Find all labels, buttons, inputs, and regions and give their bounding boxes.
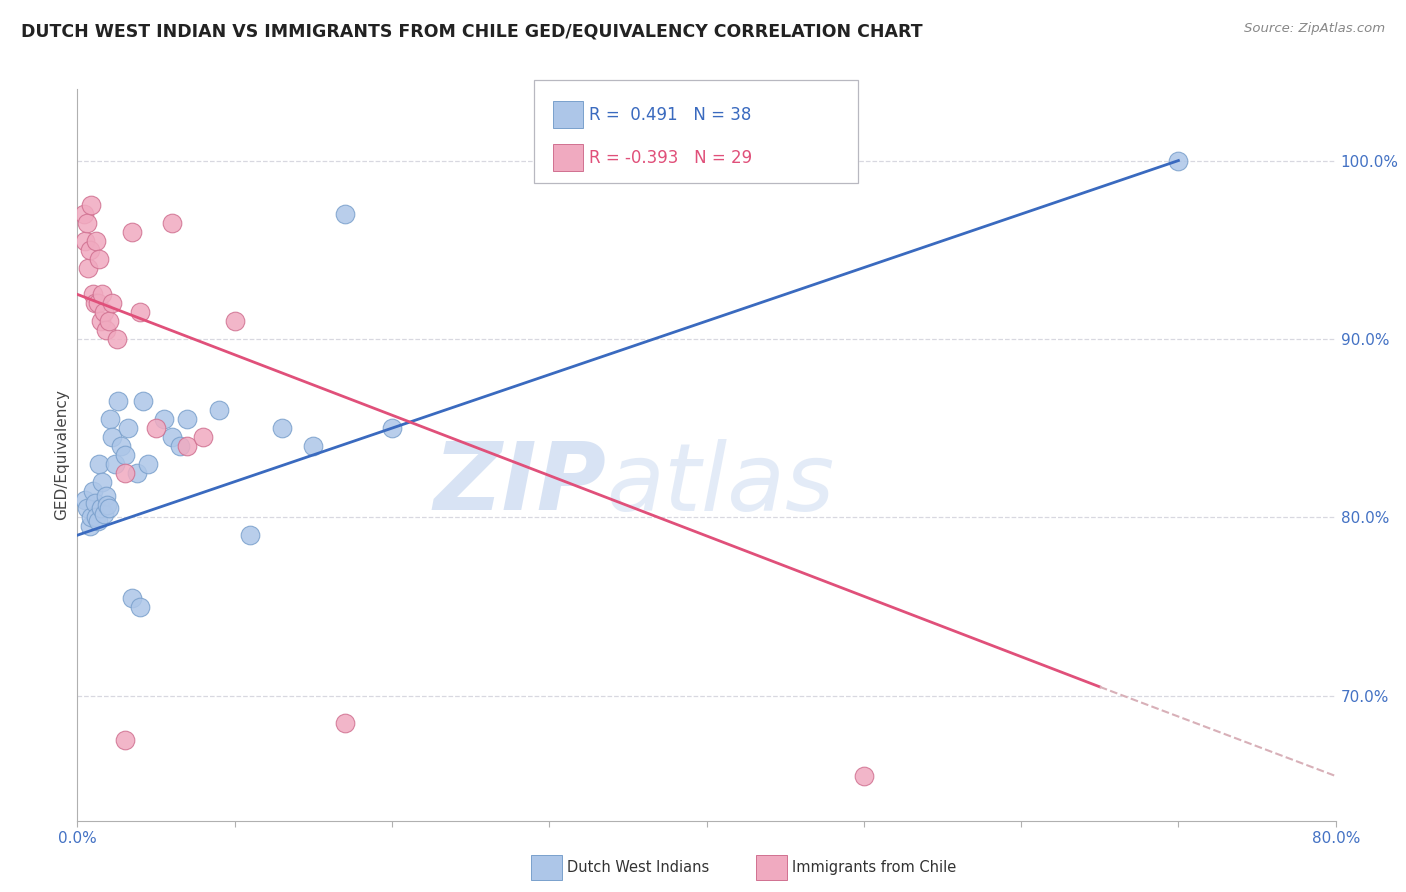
Point — [333, 207, 356, 221]
Point — [91, 475, 114, 489]
Point — [121, 225, 143, 239]
Point — [101, 296, 124, 310]
Point — [101, 430, 124, 444]
Point — [80, 510, 103, 524]
Point — [79, 243, 101, 257]
Point — [270, 421, 292, 435]
Point — [76, 501, 98, 516]
Point — [75, 492, 97, 507]
Point — [98, 412, 121, 426]
Point — [94, 323, 117, 337]
Point — [83, 496, 105, 510]
Point — [333, 715, 356, 730]
Point — [160, 430, 183, 444]
Point — [87, 514, 110, 528]
Text: Immigrants from Chile: Immigrants from Chile — [792, 860, 956, 874]
Point — [82, 287, 104, 301]
Point — [82, 483, 104, 498]
Point — [97, 501, 120, 516]
Point — [132, 394, 155, 409]
Point — [127, 466, 149, 480]
Point — [72, 207, 94, 221]
Point — [94, 489, 117, 503]
Point — [87, 296, 110, 310]
Point — [117, 421, 139, 435]
Text: Dutch West Indians: Dutch West Indians — [567, 860, 709, 874]
Point — [90, 501, 112, 516]
Point — [176, 439, 198, 453]
Point — [84, 234, 107, 248]
Point — [84, 510, 107, 524]
Point — [104, 457, 127, 471]
Point — [96, 498, 118, 512]
Point — [76, 216, 98, 230]
Point — [129, 599, 152, 614]
Point — [852, 769, 875, 783]
Point — [153, 412, 176, 426]
Point — [75, 234, 97, 248]
Point — [93, 305, 115, 319]
Point — [1167, 153, 1189, 168]
Point — [114, 466, 136, 480]
Text: ZIP: ZIP — [433, 438, 606, 530]
Point — [191, 430, 215, 444]
Point — [105, 332, 128, 346]
Point — [91, 287, 114, 301]
Point — [77, 260, 100, 275]
Point — [97, 314, 120, 328]
Point — [90, 314, 112, 328]
Point — [208, 403, 231, 417]
Point — [110, 439, 132, 453]
Point — [114, 733, 136, 747]
Point — [121, 591, 143, 605]
Point — [83, 296, 105, 310]
Point — [89, 457, 111, 471]
Point — [89, 252, 111, 266]
Point — [224, 314, 246, 328]
Text: R =  0.491   N = 38: R = 0.491 N = 38 — [589, 106, 751, 124]
Text: atlas: atlas — [606, 439, 834, 530]
Point — [160, 216, 183, 230]
Point — [129, 305, 152, 319]
Point — [145, 421, 167, 435]
Point — [93, 507, 115, 521]
Point — [107, 394, 129, 409]
Text: Source: ZipAtlas.com: Source: ZipAtlas.com — [1244, 22, 1385, 36]
Point — [114, 448, 136, 462]
Point — [176, 412, 198, 426]
Point — [302, 439, 325, 453]
Point — [381, 421, 404, 435]
Point — [80, 198, 103, 212]
Point — [169, 439, 191, 453]
Text: DUTCH WEST INDIAN VS IMMIGRANTS FROM CHILE GED/EQUIVALENCY CORRELATION CHART: DUTCH WEST INDIAN VS IMMIGRANTS FROM CHI… — [21, 22, 922, 40]
Point — [239, 528, 262, 542]
Point — [136, 457, 159, 471]
Text: R = -0.393   N = 29: R = -0.393 N = 29 — [589, 149, 752, 167]
Point — [79, 519, 101, 533]
Y-axis label: GED/Equivalency: GED/Equivalency — [53, 390, 69, 520]
